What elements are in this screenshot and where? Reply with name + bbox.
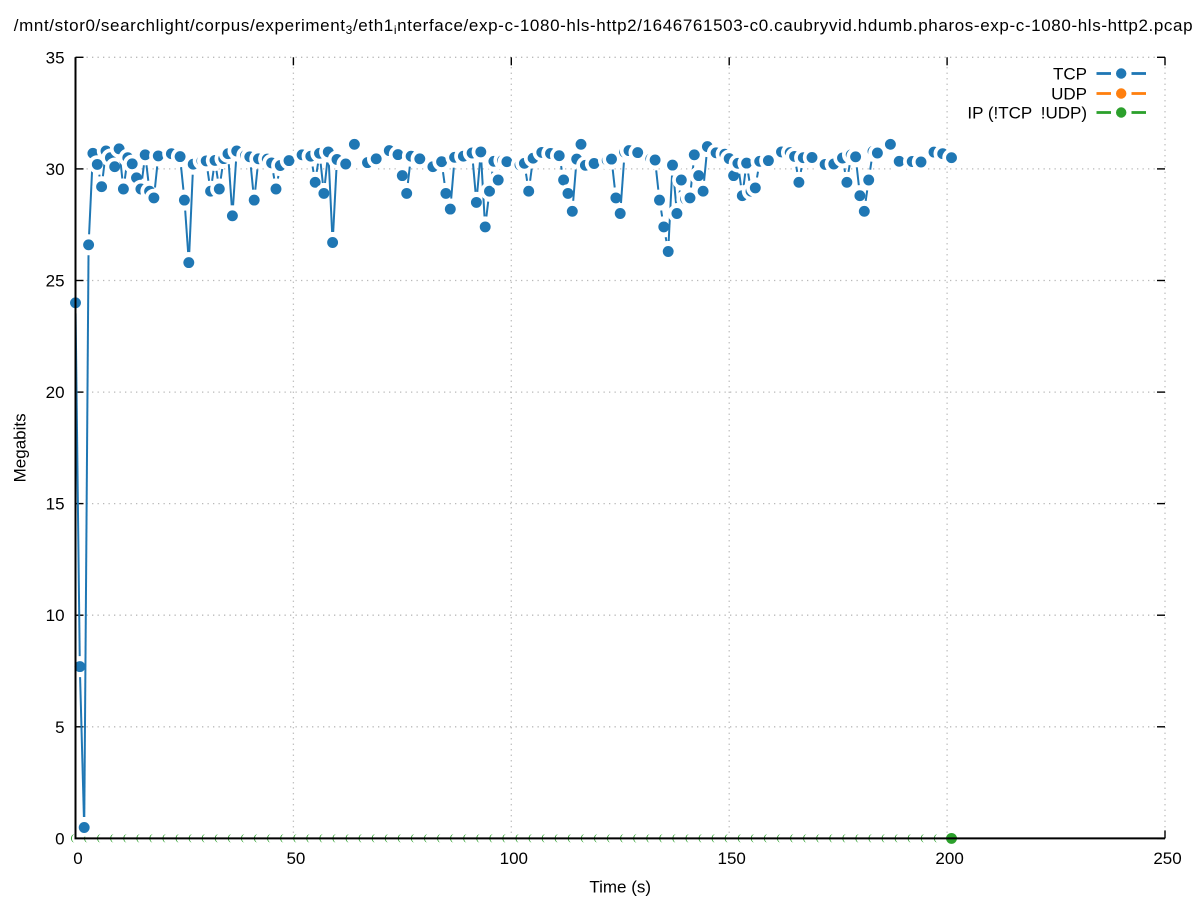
svg-text:UDP: UDP: [1051, 85, 1087, 104]
svg-text:15: 15: [46, 495, 65, 514]
svg-text:200: 200: [935, 849, 963, 868]
svg-text:10: 10: [46, 606, 65, 625]
svg-text:IP (!TCP !UDP): IP (!TCP !UDP): [967, 104, 1087, 123]
svg-text:Megabits: Megabits: [11, 413, 30, 482]
svg-text:0: 0: [55, 829, 64, 848]
svg-text:0: 0: [73, 849, 82, 868]
svg-text:20: 20: [46, 383, 65, 402]
svg-text:150: 150: [718, 849, 746, 868]
svg-text:Time (s): Time (s): [589, 878, 651, 897]
svg-text:50: 50: [286, 849, 305, 868]
svg-text:TCP: TCP: [1053, 65, 1087, 84]
svg-text:/mnt/stor0/searchlight/corpus/: /mnt/stor0/searchlight/corpus/experiment…: [14, 16, 1193, 37]
svg-text:100: 100: [500, 849, 528, 868]
svg-text:25: 25: [46, 272, 65, 291]
svg-text:5: 5: [55, 718, 64, 737]
svg-text:250: 250: [1153, 849, 1181, 868]
svg-text:35: 35: [46, 48, 65, 67]
svg-text:30: 30: [46, 160, 65, 179]
